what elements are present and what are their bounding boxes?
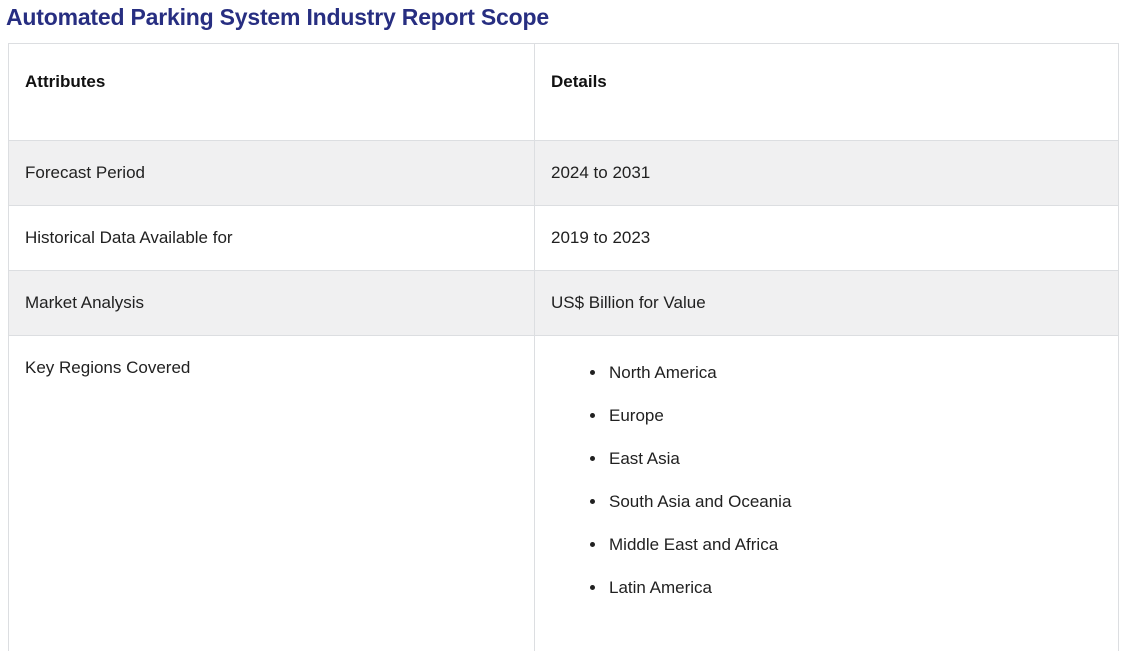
attribute-cell: Historical Data Available for [8,205,535,271]
detail-cell: North America Europe East Asia South Asi… [534,335,1119,651]
column-header-details: Details [534,43,1119,141]
table-row-forecast-period: Forecast Period 2024 to 2031 [8,140,1119,206]
attribute-cell: Key Regions Covered [8,335,535,651]
table-row-key-regions: Key Regions Covered North America Europe… [8,335,1119,651]
region-item: North America [607,360,1102,386]
table-row-market-analysis: Market Analysis US$ Billion for Value [8,270,1119,336]
region-item: Latin America [607,575,1102,601]
report-scope-table: Attributes Details Forecast Period 2024 … [8,43,1119,651]
region-item: Middle East and Africa [607,532,1102,558]
region-item: East Asia [607,446,1102,472]
table-header-row: Attributes Details [8,43,1119,141]
column-header-attributes: Attributes [8,43,535,141]
page-title: Automated Parking System Industry Report… [6,4,549,30]
attribute-cell: Market Analysis [8,270,535,336]
detail-cell: 2019 to 2023 [534,205,1119,271]
attribute-cell: Forecast Period [8,140,535,206]
region-item: Europe [607,403,1102,429]
detail-cell: US$ Billion for Value [534,270,1119,336]
regions-list: North America Europe East Asia South Asi… [551,360,1102,601]
region-item: South Asia and Oceania [607,489,1102,515]
detail-cell: 2024 to 2031 [534,140,1119,206]
table-row-historical-data: Historical Data Available for 2019 to 20… [8,205,1119,271]
